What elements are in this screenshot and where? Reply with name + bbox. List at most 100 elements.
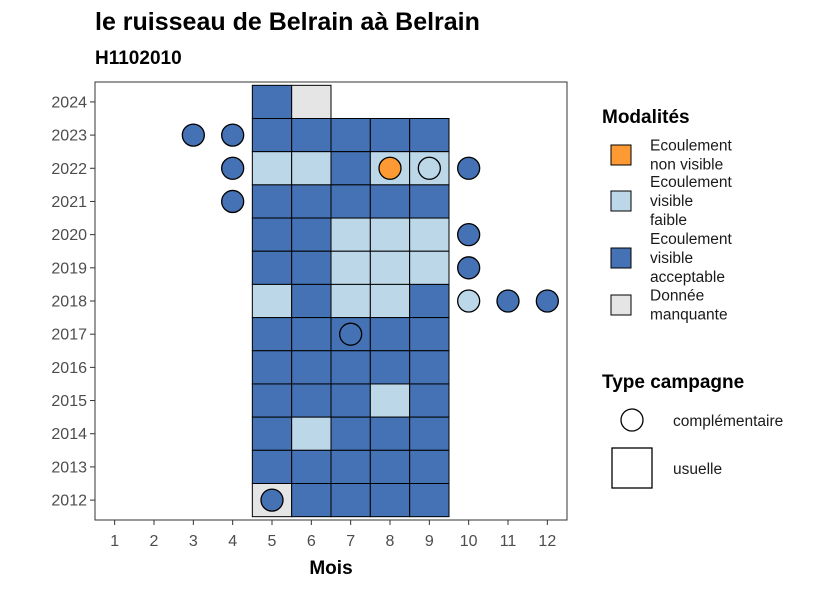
- point-2012-5: [260, 488, 284, 512]
- x-tick-label-11: 11: [500, 533, 517, 550]
- cell-2013-5: [251, 449, 293, 484]
- legend-label-donnee-manquante: Donnée manquante: [650, 288, 728, 324]
- cell-2016-7: [330, 350, 371, 385]
- cell-2023-8: [369, 118, 411, 153]
- legend-label-complementaire: complémentaire: [673, 413, 783, 430]
- cell-2017-9: [409, 317, 450, 352]
- cell-2013-8: [369, 449, 411, 484]
- cell-2021-7: [330, 184, 371, 219]
- y-tick-label-2019: 2019: [51, 260, 87, 277]
- x-tick-label-7: 7: [346, 533, 355, 550]
- cell-2020-9: [409, 217, 450, 252]
- y-tick-label-2014: 2014: [51, 426, 87, 443]
- legend-key-donnee-manquante: [610, 294, 632, 316]
- cell-2024-5: [251, 84, 293, 120]
- cell-2022-7: [330, 151, 371, 186]
- cell-2024-6: [291, 84, 332, 120]
- cell-2021-5: [251, 184, 293, 219]
- y-tick-label-2024: 2024: [51, 94, 87, 111]
- legend-title-campagne: Type campagne: [602, 372, 744, 393]
- cell-2018-6: [291, 283, 332, 319]
- cell-2013-7: [330, 449, 371, 484]
- cell-2015-9: [409, 383, 450, 418]
- x-tick-label-4: 4: [228, 533, 237, 550]
- cell-2023-7: [330, 118, 371, 153]
- y-tick-label-2017: 2017: [51, 327, 87, 344]
- chart-title: le ruisseau de Belrain aà Belrain: [95, 8, 480, 36]
- legend-label-ecoulement-visible-faible: Ecoulement visible faible: [650, 174, 733, 229]
- y-tick-label-2013: 2013: [51, 459, 87, 476]
- cell-2016-6: [291, 350, 332, 385]
- cell-2021-8: [369, 184, 411, 219]
- legend-key-ecoulement-visible-acceptable: [610, 247, 632, 269]
- point-2020-10: [457, 222, 481, 247]
- cell-2012-7: [330, 483, 371, 518]
- cell-2014-9: [409, 416, 450, 451]
- x-tick-label-1: 1: [110, 533, 119, 550]
- legend-key-complementaire: [620, 408, 644, 432]
- cell-2014-7: [330, 416, 371, 451]
- cell-2012-9: [409, 483, 450, 518]
- cell-2019-7: [330, 250, 371, 285]
- x-tick-label-2: 2: [150, 533, 159, 550]
- point-2022-9: [417, 156, 441, 180]
- legend-key-ecoulement-visible-faible: [610, 190, 632, 212]
- x-tick-label-8: 8: [386, 533, 395, 550]
- cell-2014-8: [369, 416, 411, 451]
- point-2023-3: [181, 123, 205, 147]
- cell-2017-6: [291, 317, 332, 352]
- cell-2013-9: [409, 449, 450, 484]
- cell-2012-6: [291, 483, 332, 518]
- cell-2016-9: [409, 350, 450, 385]
- x-axis: 1 2 3 4 5 6 7 8 9 10 11 12: [110, 520, 556, 550]
- y-tick-label-2020: 2020: [51, 227, 87, 244]
- point-2021-4: [221, 189, 245, 214]
- x-tick-label-10: 10: [460, 533, 478, 550]
- cell-2014-5: [251, 416, 293, 451]
- point-2017-7: [339, 322, 363, 346]
- cell-2013-6: [291, 449, 332, 484]
- cell-2018-7: [330, 283, 371, 319]
- cell-2019-9: [409, 250, 450, 285]
- y-tick-label-2023: 2023: [51, 128, 87, 145]
- point-2018-10: [457, 289, 481, 313]
- cell-2021-9: [409, 184, 450, 219]
- point-2019-10: [457, 256, 481, 280]
- legend-key-ecoulement-non-visible: [610, 144, 632, 166]
- cell-2020-8: [369, 217, 411, 252]
- cell-2020-5: [251, 217, 293, 252]
- cell-2017-5: [251, 317, 293, 352]
- x-tick-label-12: 12: [538, 533, 556, 550]
- y-tick-label-2022: 2022: [51, 161, 87, 178]
- point-2022-4: [221, 156, 245, 180]
- y-tick-label-2012: 2012: [51, 493, 87, 510]
- cell-2023-6: [291, 118, 332, 153]
- x-tick-label-9: 9: [425, 533, 434, 550]
- cell-2018-9: [409, 283, 450, 319]
- x-tick-label-6: 6: [307, 533, 316, 550]
- cell-2018-8: [369, 283, 411, 319]
- cell-2020-7: [330, 217, 371, 252]
- x-axis-title: Mois: [309, 558, 352, 579]
- legend-title-modalites: Modalités: [602, 107, 690, 128]
- chart-subtitle: H1102010: [95, 48, 182, 69]
- cell-2022-5: [251, 151, 293, 186]
- point-2018-11: [496, 289, 520, 313]
- point-2018-12: [535, 289, 559, 313]
- cell-2023-9: [409, 118, 450, 153]
- cell-2015-6: [291, 383, 332, 418]
- heatmap-cells: [251, 84, 450, 518]
- point-2022-10: [457, 156, 481, 180]
- cell-2018-5: [251, 283, 293, 319]
- cell-2019-8: [369, 250, 411, 285]
- cell-2015-7: [330, 383, 371, 418]
- y-tick-label-2021: 2021: [51, 194, 87, 211]
- x-tick-label-3: 3: [189, 533, 198, 550]
- cell-2015-5: [251, 383, 293, 418]
- x-tick-label-5: 5: [268, 533, 277, 550]
- complementary-points: [181, 123, 559, 512]
- legend-key-usuelle: [611, 447, 653, 489]
- cell-2016-5: [251, 350, 293, 385]
- y-tick-label-2015: 2015: [51, 393, 87, 410]
